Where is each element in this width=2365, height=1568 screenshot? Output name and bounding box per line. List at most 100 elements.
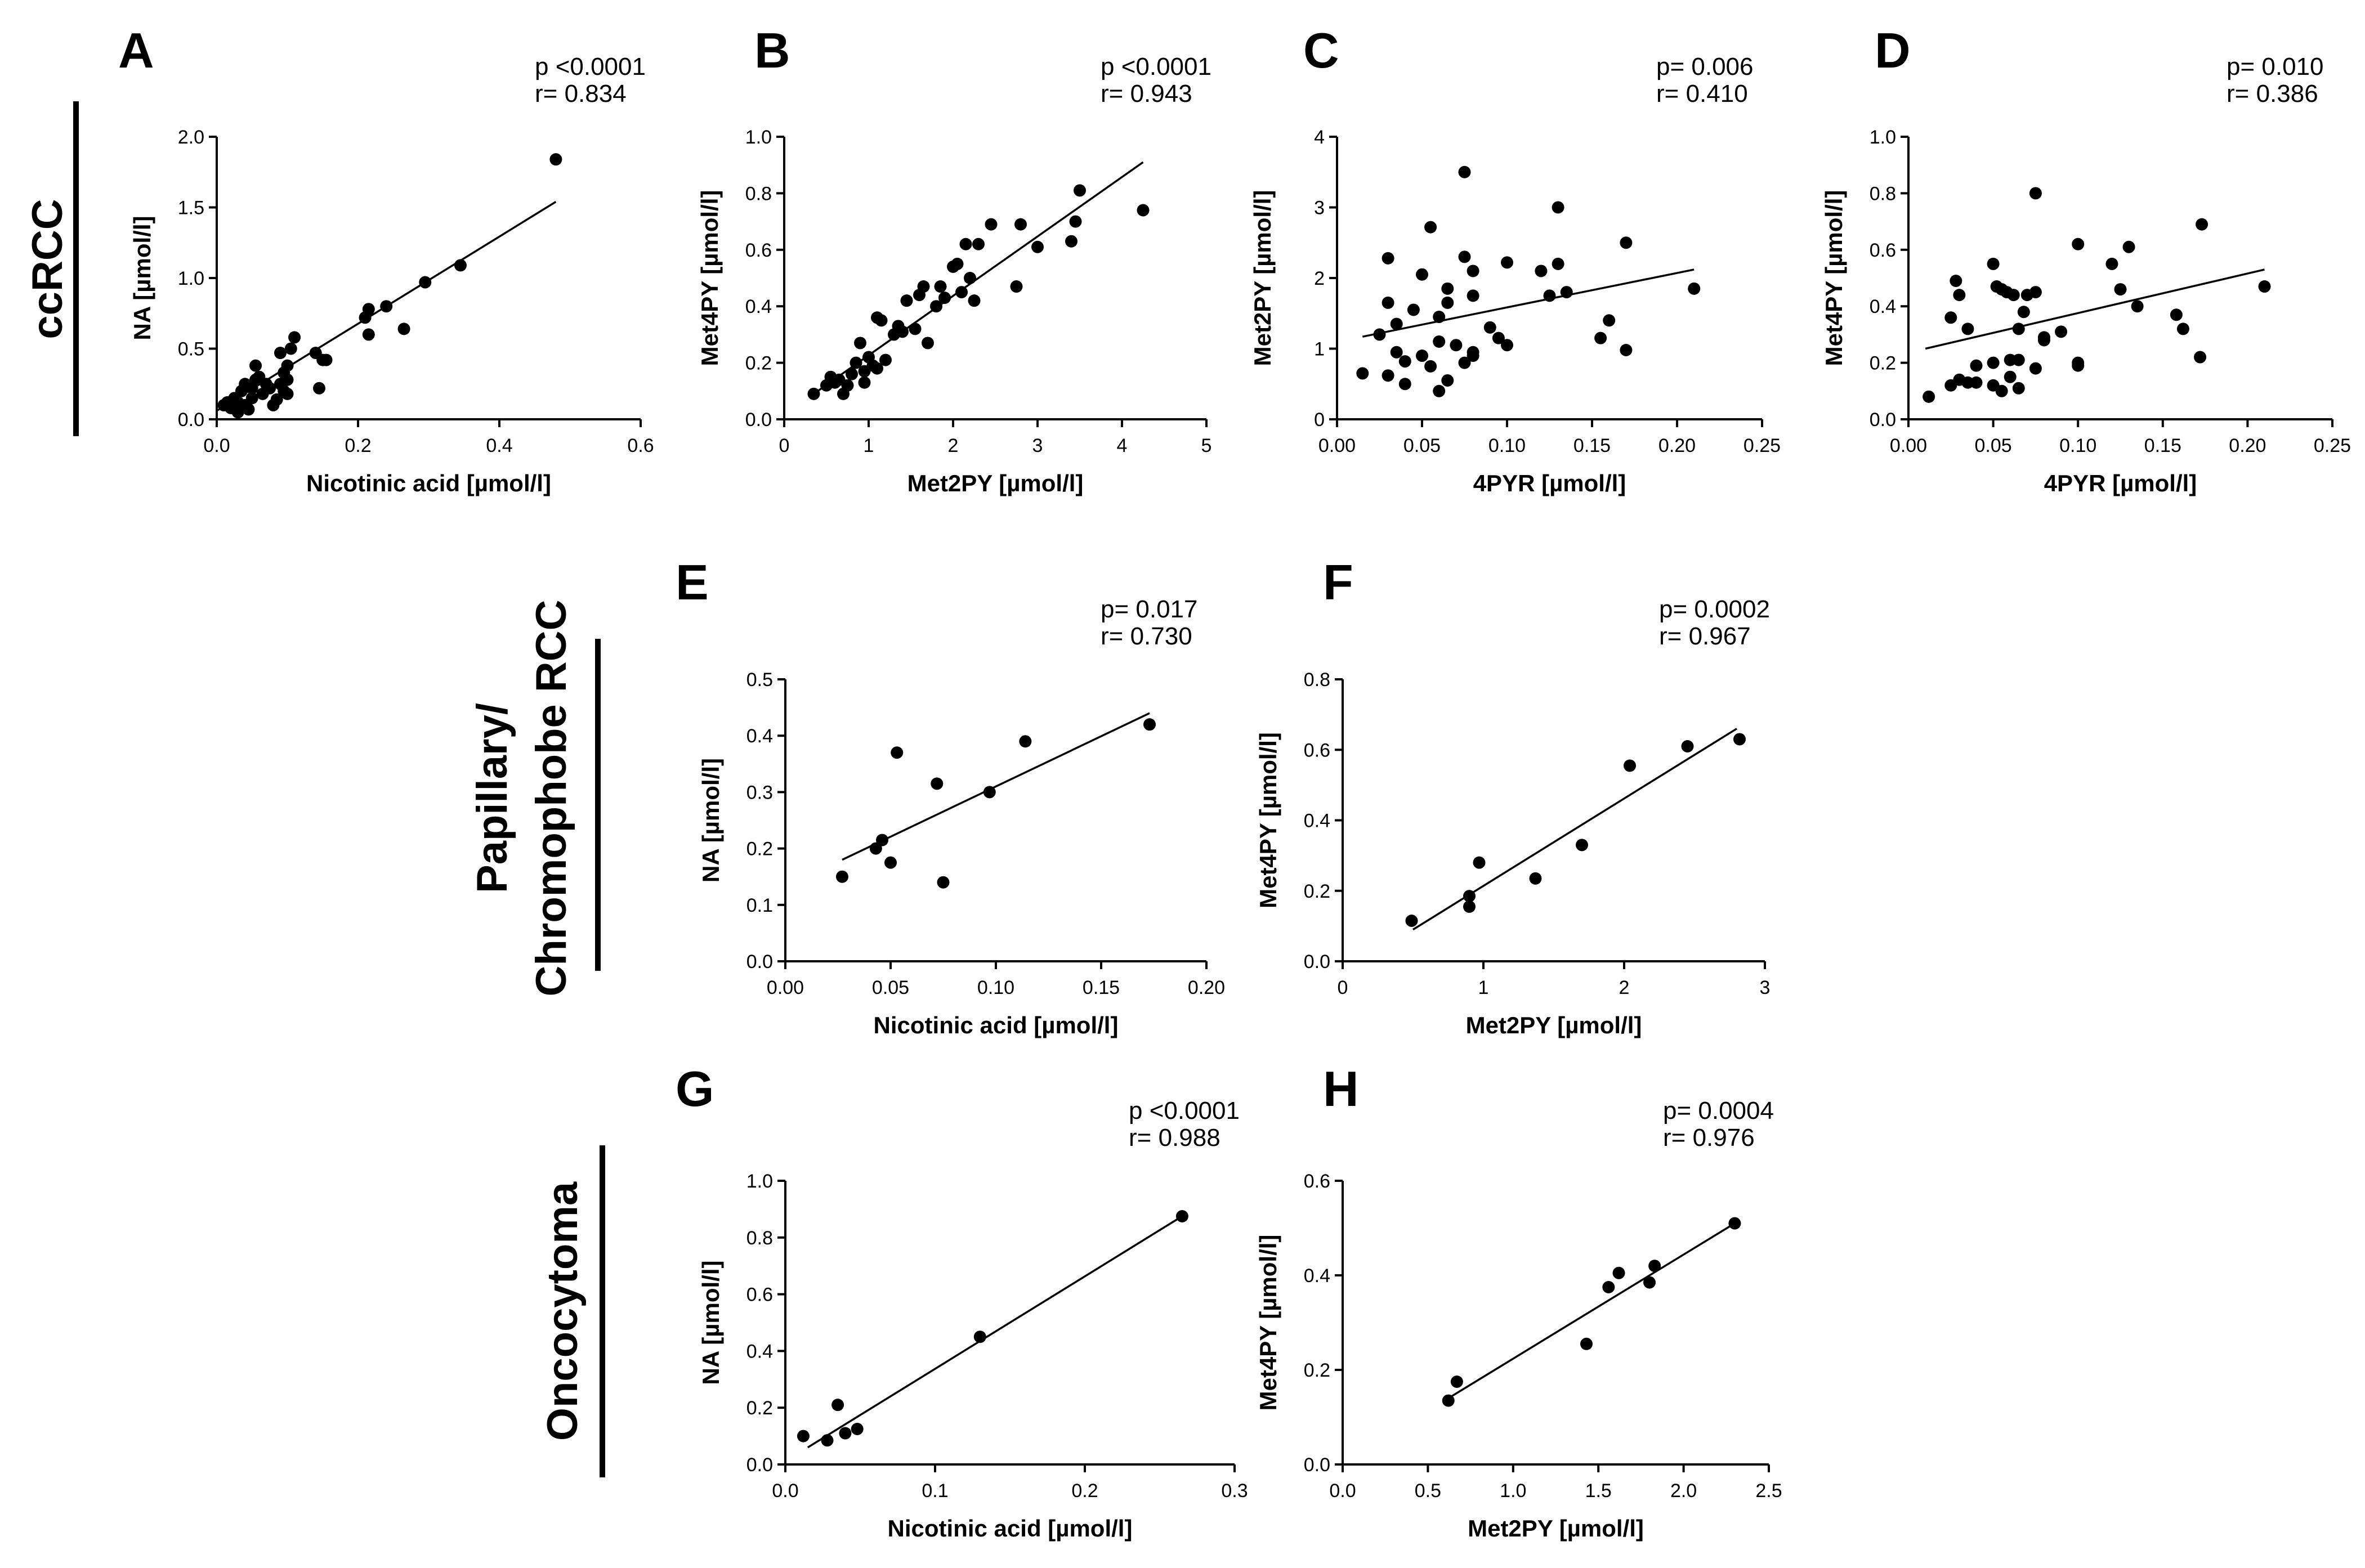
x-tick-label-h: 1.0 bbox=[1500, 1480, 1526, 1502]
x-tick-label-b: 2 bbox=[948, 435, 959, 456]
data-point-c bbox=[1441, 296, 1454, 309]
data-point-b bbox=[1074, 184, 1086, 197]
data-point-c bbox=[1492, 331, 1505, 344]
group-label-papillary: Papillary/ bbox=[468, 703, 516, 893]
data-point-a bbox=[312, 382, 325, 395]
x-tick-label-e: 0.10 bbox=[977, 977, 1014, 998]
data-point-d bbox=[1950, 275, 1962, 288]
stat-r-c: r= 0.410 bbox=[1656, 80, 1748, 107]
y-tick-label-g: 0.6 bbox=[746, 1284, 773, 1306]
stat-r-a: r= 0.834 bbox=[535, 80, 627, 107]
x-tick-label-d: 0.00 bbox=[1890, 435, 1927, 456]
data-point-d bbox=[2029, 187, 2042, 200]
data-point-c bbox=[1620, 344, 1633, 357]
x-tick-label-d: 0.25 bbox=[2314, 435, 2351, 456]
data-point-a bbox=[362, 328, 375, 341]
data-point-d bbox=[1970, 359, 1983, 372]
data-point-b bbox=[858, 376, 871, 389]
y-axis-label-g: NA [µmol/l] bbox=[698, 1261, 724, 1385]
x-tick-label-e: 0.00 bbox=[767, 977, 804, 998]
data-point-e bbox=[983, 786, 996, 799]
y-tick-label-g: 0.8 bbox=[746, 1227, 773, 1249]
data-point-f bbox=[1473, 856, 1486, 869]
x-tick-label-e: 0.15 bbox=[1083, 977, 1120, 998]
data-point-d bbox=[2012, 353, 2025, 366]
x-tick-label-f: 0 bbox=[1338, 977, 1348, 998]
data-point-c bbox=[1416, 268, 1428, 281]
data-point-g bbox=[831, 1399, 844, 1412]
data-point-a bbox=[380, 300, 393, 313]
x-tick-label-h: 0.0 bbox=[1329, 1480, 1356, 1502]
data-point-b bbox=[917, 280, 930, 293]
x-tick-label-g: 0.3 bbox=[1221, 1480, 1248, 1502]
data-point-c bbox=[1501, 256, 1513, 269]
x-tick-label-g: 0.0 bbox=[772, 1480, 798, 1502]
y-tick-label-f: 0.2 bbox=[1304, 881, 1330, 902]
stat-p-d: p= 0.010 bbox=[2227, 53, 2324, 80]
y-tick-label-e: 0.2 bbox=[746, 839, 773, 860]
y-tick-label-g: 1.0 bbox=[746, 1171, 773, 1192]
data-point-b bbox=[1010, 280, 1023, 293]
y-tick-label-d: 0.8 bbox=[1870, 183, 1896, 204]
y-tick-label-a: 1.5 bbox=[178, 198, 204, 219]
x-axis-label-b: Met2PY [µmol/l] bbox=[907, 470, 1084, 496]
data-point-d bbox=[2170, 308, 2183, 321]
data-point-c bbox=[1594, 331, 1607, 344]
stat-p-e: p= 0.017 bbox=[1101, 595, 1198, 623]
data-point-f bbox=[1624, 759, 1636, 772]
data-point-d bbox=[2017, 306, 2030, 319]
data-point-c bbox=[1398, 355, 1411, 368]
data-point-d bbox=[1961, 376, 1974, 389]
x-axis-label-f: Met2PY [µmol/l] bbox=[1466, 1012, 1642, 1038]
data-point-a bbox=[549, 153, 562, 166]
regression-line-d bbox=[1925, 268, 2265, 350]
panel-letter-f: F bbox=[1323, 554, 1353, 610]
data-point-b bbox=[854, 337, 866, 350]
x-tick-label-f: 2 bbox=[1619, 977, 1630, 998]
y-tick-label-e: 0.1 bbox=[746, 895, 773, 916]
data-point-d bbox=[2072, 356, 2085, 369]
data-point-a bbox=[281, 373, 294, 386]
data-point-d bbox=[2176, 322, 2189, 335]
data-point-c bbox=[1458, 250, 1471, 263]
y-tick-label-e: 0.5 bbox=[746, 669, 773, 691]
group-label-chromophobe: Chromophobe RCC bbox=[527, 599, 575, 996]
data-point-c bbox=[1433, 335, 1446, 348]
data-point-f bbox=[1405, 914, 1418, 927]
data-point-c bbox=[1603, 314, 1616, 327]
y-tick-label-d: 1.0 bbox=[1870, 127, 1896, 148]
data-point-f bbox=[1529, 872, 1542, 885]
data-point-h bbox=[1450, 1376, 1463, 1388]
x-tick-label-h: 1.5 bbox=[1585, 1480, 1612, 1502]
y-tick-label-d: 0.0 bbox=[1870, 409, 1896, 431]
data-point-c bbox=[1467, 265, 1479, 277]
data-point-h bbox=[1728, 1217, 1741, 1230]
y-tick-label-h: 0.0 bbox=[1304, 1454, 1330, 1476]
data-point-b bbox=[846, 368, 858, 380]
data-point-a bbox=[454, 259, 467, 272]
data-point-b bbox=[871, 362, 883, 375]
data-point-b bbox=[1065, 235, 1078, 248]
data-point-g bbox=[1175, 1210, 1188, 1222]
x-axis-label-g: Nicotinic acid [µmol/l] bbox=[888, 1515, 1133, 1542]
data-point-c bbox=[1688, 282, 1701, 295]
data-point-b bbox=[841, 379, 854, 392]
y-tick-label-g: 0.4 bbox=[746, 1341, 773, 1362]
data-point-d bbox=[2122, 240, 2135, 253]
data-point-c bbox=[1458, 165, 1471, 178]
panel-letter-c: C bbox=[1303, 23, 1339, 78]
x-tick-label-g: 0.2 bbox=[1071, 1480, 1098, 1502]
data-point-a bbox=[362, 303, 375, 316]
x-tick-label-c: 0.00 bbox=[1318, 435, 1356, 456]
y-tick-label-a: 0.0 bbox=[178, 409, 204, 431]
y-axis-label-e: NA [µmol/l] bbox=[698, 758, 724, 882]
x-tick-label-d: 0.05 bbox=[1975, 435, 2012, 456]
stat-r-h: r= 0.976 bbox=[1663, 1124, 1755, 1152]
x-tick-label-c: 0.15 bbox=[1573, 435, 1611, 456]
data-point-h bbox=[1442, 1394, 1455, 1407]
data-point-c bbox=[1424, 221, 1437, 234]
